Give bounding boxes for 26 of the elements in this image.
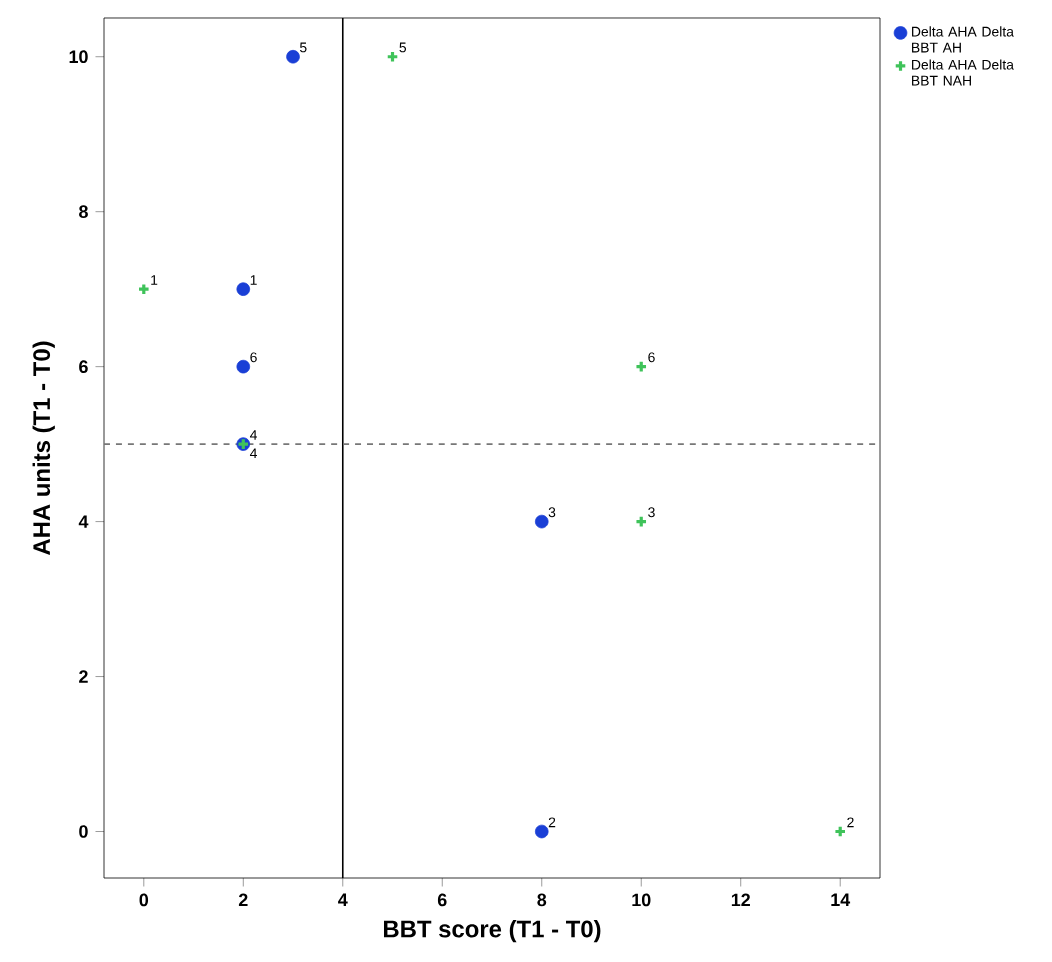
point bbox=[534, 824, 549, 839]
point bbox=[236, 359, 251, 374]
point bbox=[534, 514, 549, 529]
point bbox=[236, 282, 251, 296]
point bbox=[634, 360, 648, 374]
y-tick-label: 8 bbox=[79, 205, 88, 219]
x-tick-label: 14 bbox=[831, 893, 851, 906]
y-tick-label: 4 bbox=[78, 515, 89, 528]
x-tick-label: 2 bbox=[238, 893, 248, 907]
y-tick-label: 6 bbox=[79, 360, 88, 373]
y-tick-label: 10 bbox=[69, 50, 88, 64]
x-tick-label: 8 bbox=[537, 893, 547, 907]
point bbox=[386, 50, 399, 64]
y-axis-title: AHA units (T1 - T0) bbox=[32, 341, 55, 555]
x-tick-label: 10 bbox=[632, 893, 651, 907]
point bbox=[137, 282, 151, 296]
x-tick-label: 6 bbox=[437, 893, 447, 907]
y-tick-label: 2 bbox=[79, 670, 88, 683]
y-tick-label: 0 bbox=[79, 825, 88, 838]
x-axis-title: BBT score (T1 - T0) bbox=[383, 919, 601, 943]
x-tick-label: 0 bbox=[139, 893, 149, 907]
point bbox=[634, 515, 648, 528]
point bbox=[833, 825, 847, 838]
point bbox=[286, 49, 300, 64]
x-tick-label: 4 bbox=[338, 893, 348, 906]
x-tick-label: 12 bbox=[731, 893, 750, 907]
